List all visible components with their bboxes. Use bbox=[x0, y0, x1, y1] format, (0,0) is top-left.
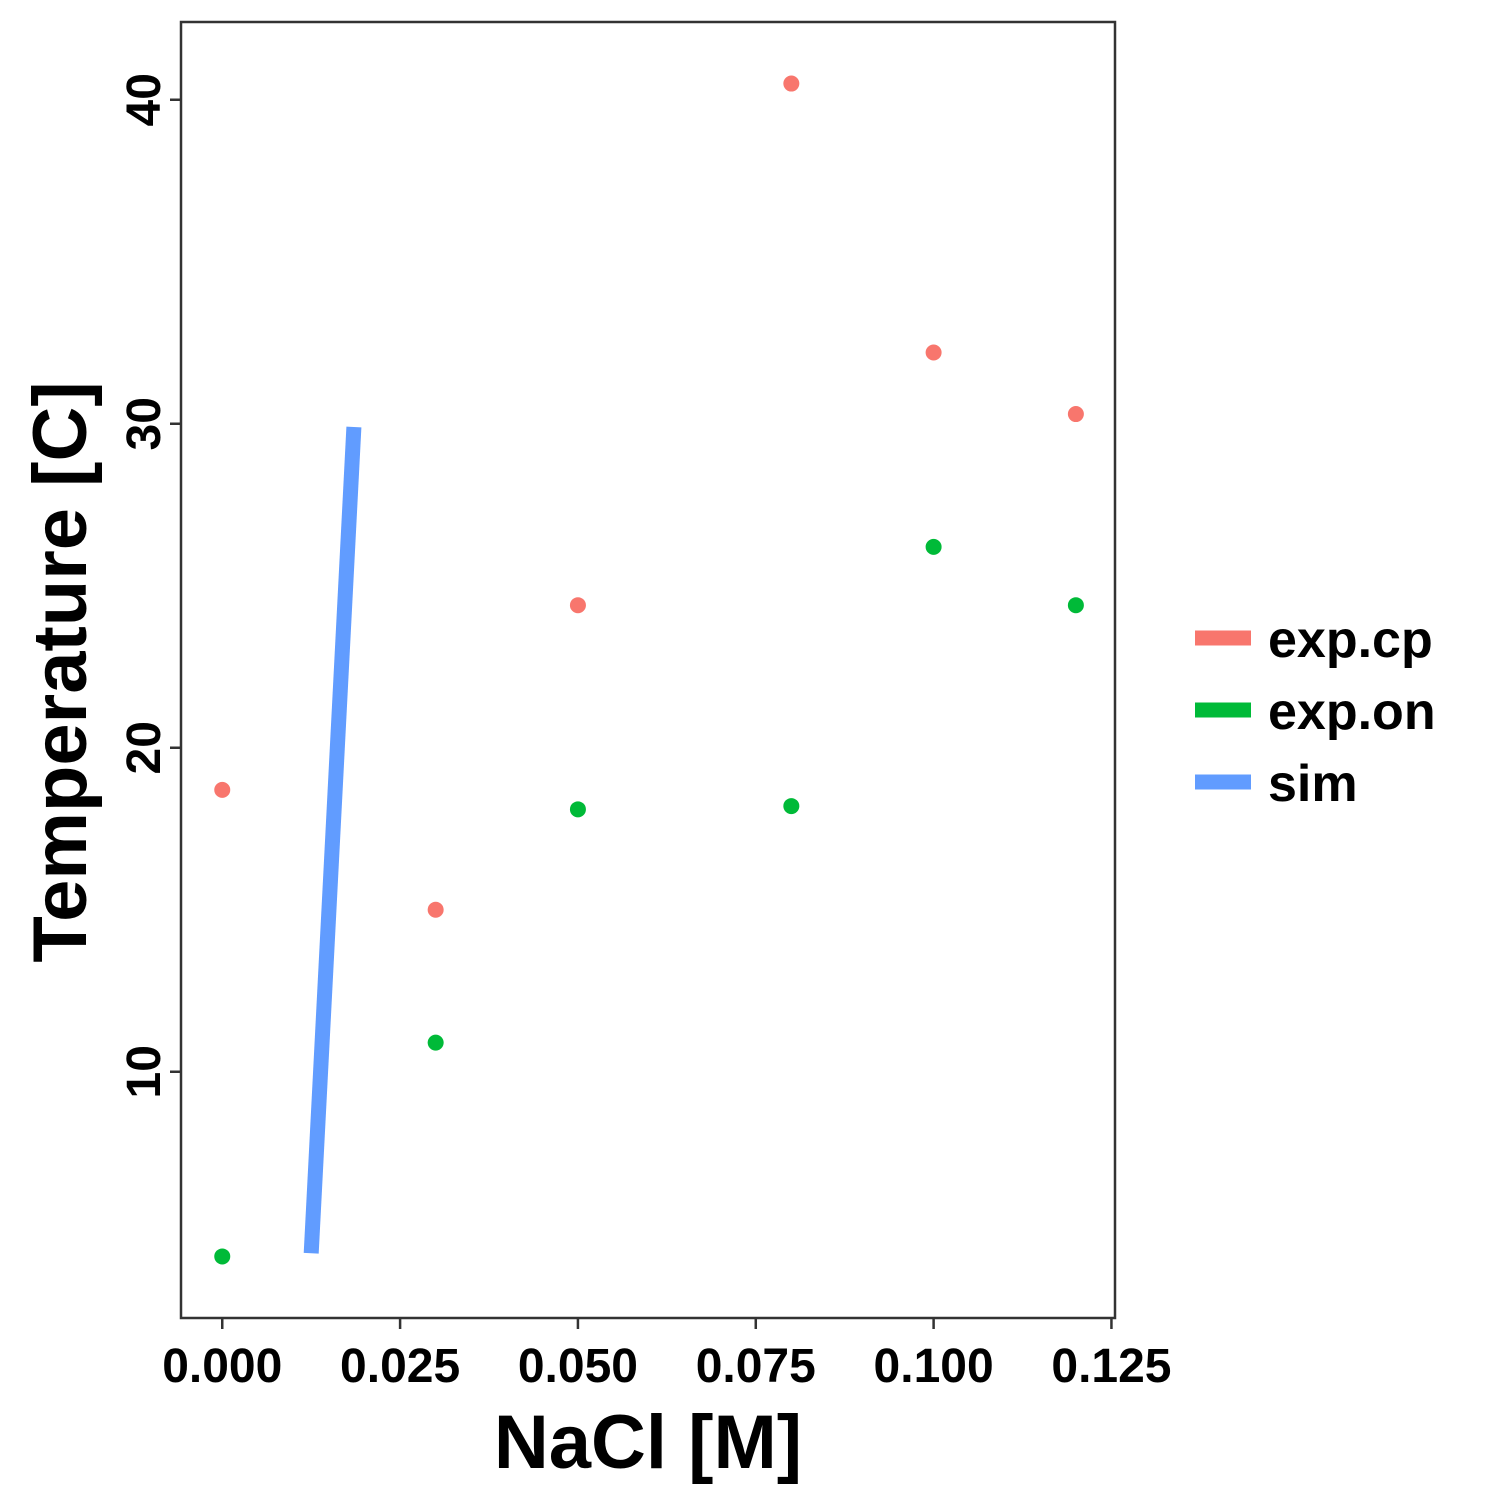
series-layer bbox=[214, 75, 1084, 1265]
y-tick-label: 20 bbox=[118, 721, 171, 774]
x-tick-label: 0.100 bbox=[874, 1340, 994, 1393]
data-point-exp.cp bbox=[569, 597, 586, 614]
data-point-exp.cp bbox=[214, 781, 231, 798]
x-axis-title: NaCl [M] bbox=[494, 1400, 802, 1485]
data-point-exp.cp bbox=[427, 901, 444, 918]
x-tick-label: 0.025 bbox=[340, 1340, 460, 1393]
x-axis-ticks: 0.000 0.025 0.050 0.075 0.100 0.125 bbox=[162, 1318, 1172, 1393]
legend-label-exp.on: exp.on bbox=[1268, 683, 1436, 741]
x-tick-label: 0.000 bbox=[162, 1340, 282, 1393]
data-point-exp.on bbox=[427, 1034, 444, 1051]
legend: exp.cp exp.on sim bbox=[1195, 611, 1436, 813]
series-line-sim bbox=[303, 426, 362, 1254]
data-point-exp.on bbox=[569, 801, 586, 818]
y-tick-label: 10 bbox=[118, 1045, 171, 1098]
y-tick-label: 40 bbox=[118, 73, 171, 126]
y-axis-ticks: 10 20 30 40 bbox=[118, 73, 181, 1098]
legend-label-exp.cp: exp.cp bbox=[1268, 611, 1433, 669]
x-tick-label: 0.125 bbox=[1051, 1340, 1171, 1393]
x-tick-label: 0.050 bbox=[518, 1340, 638, 1393]
x-tick-label: 0.075 bbox=[696, 1340, 816, 1393]
data-point-exp.cp bbox=[925, 344, 942, 361]
data-point-exp.on bbox=[214, 1248, 231, 1265]
legend-label-sim: sim bbox=[1268, 755, 1358, 813]
data-point-exp.cp bbox=[783, 75, 800, 92]
y-axis-title: Temperature [C] bbox=[18, 381, 103, 962]
data-point-exp.on bbox=[925, 538, 942, 555]
data-point-exp.on bbox=[1067, 597, 1084, 614]
y-tick-label: 30 bbox=[118, 397, 171, 450]
data-point-exp.on bbox=[783, 798, 800, 815]
data-point-exp.cp bbox=[1067, 406, 1084, 423]
